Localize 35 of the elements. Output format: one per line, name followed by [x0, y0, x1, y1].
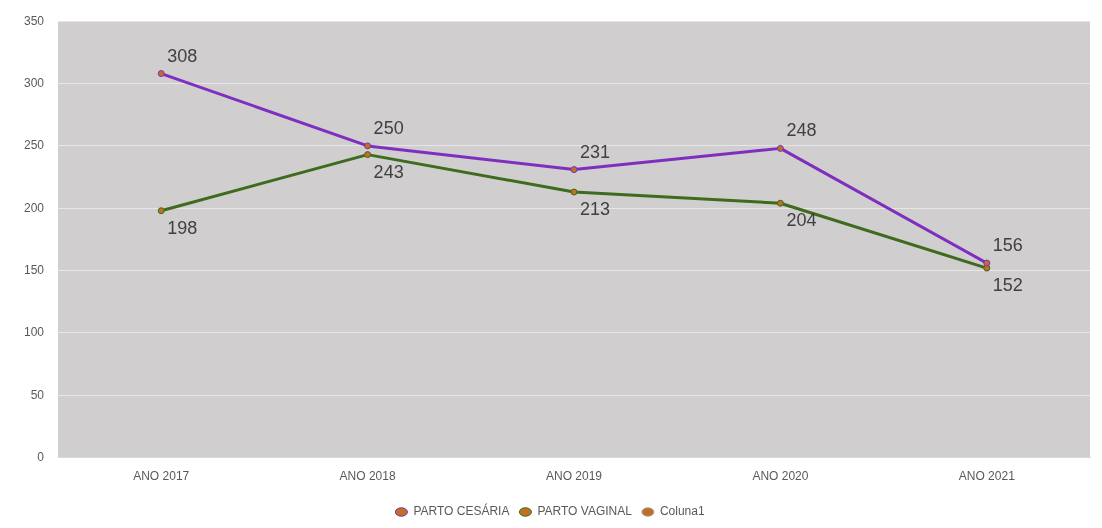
x-tick-label: ANO 2017 — [133, 469, 190, 484]
data-label: 243 — [373, 161, 404, 182]
point — [570, 166, 578, 174]
y-tick-label: 250 — [23, 138, 45, 153]
legend-label: PARTO VAGINAL — [537, 504, 633, 519]
data-label: 248 — [786, 120, 817, 141]
legend-label: PARTO CESÁRIA — [413, 503, 510, 519]
point — [776, 199, 784, 207]
y-tick-label: 100 — [23, 325, 45, 340]
point — [776, 144, 784, 152]
data-label: 231 — [580, 141, 611, 162]
point — [157, 207, 165, 215]
point — [983, 259, 991, 267]
y-tick-label: 200 — [23, 200, 45, 215]
y-tick-label: 50 — [30, 387, 45, 402]
data-label: 198 — [167, 217, 198, 238]
x-tick-label: ANO 2018 — [339, 469, 396, 484]
x-tick-label: ANO 2021 — [958, 469, 1016, 484]
y-tick-label: 350 — [23, 13, 45, 28]
point — [364, 151, 372, 159]
y-tick-label: 300 — [23, 75, 45, 90]
point — [570, 188, 578, 196]
x-tick-label: ANO 2019 — [545, 469, 603, 484]
data-label: 204 — [786, 210, 817, 231]
point — [157, 70, 165, 78]
y-tick-label: 0 — [37, 449, 45, 464]
y-tick-label: 150 — [23, 262, 45, 277]
data-label: 152 — [992, 275, 1023, 296]
data-label: 213 — [580, 198, 611, 219]
legend-label: Coluna1 — [659, 504, 705, 519]
x-tick-label: ANO 2020 — [752, 469, 809, 484]
data-label: 250 — [373, 117, 404, 138]
data-label: 308 — [167, 45, 198, 66]
data-label: 156 — [992, 235, 1023, 256]
point — [364, 142, 372, 150]
